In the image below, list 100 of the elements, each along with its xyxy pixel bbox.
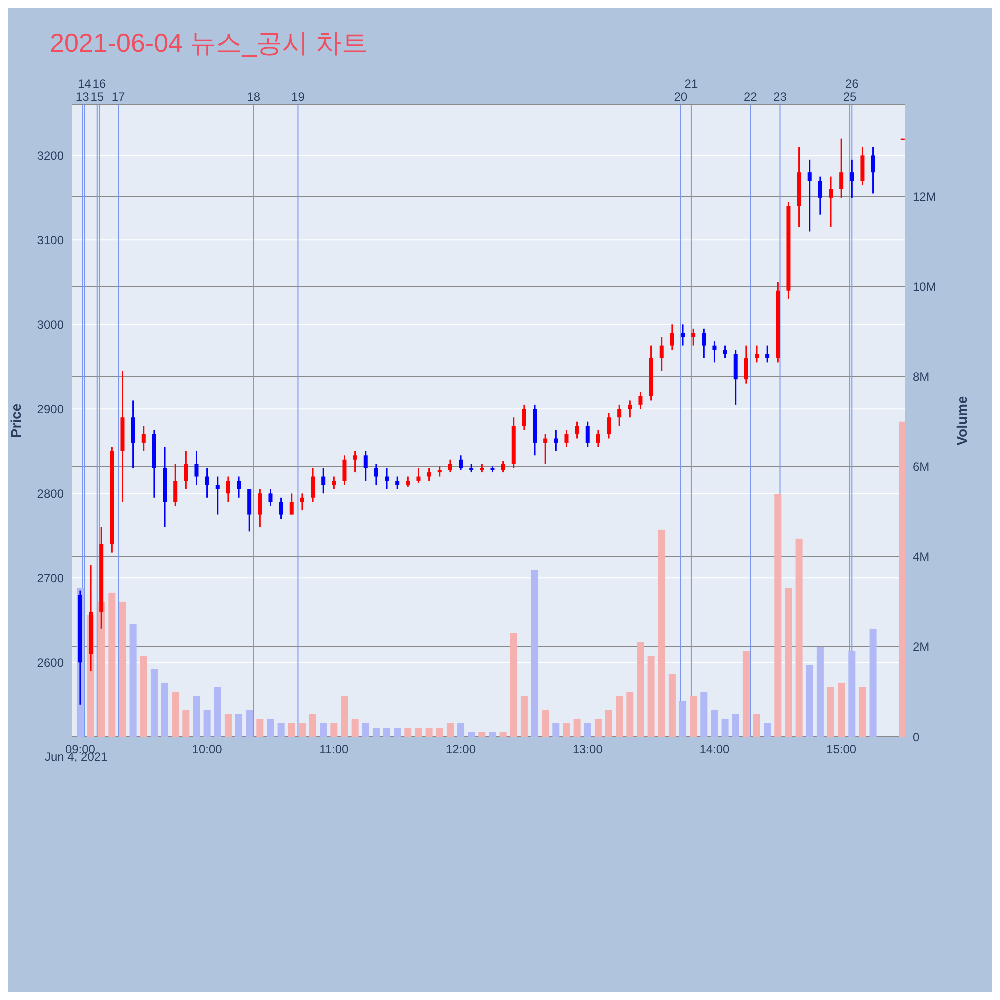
bar <box>870 628 877 737</box>
bar <box>594 718 602 737</box>
candlestick <box>364 450 368 482</box>
y-tick-label: 3100 <box>37 233 64 248</box>
candlestick <box>871 146 876 194</box>
bar <box>278 723 285 737</box>
bar <box>711 710 718 737</box>
bar <box>584 723 592 737</box>
bar <box>372 728 380 737</box>
bar <box>214 687 222 737</box>
candlestick <box>396 476 400 490</box>
candlestick <box>638 392 643 410</box>
candlestick <box>596 430 600 448</box>
bar <box>563 723 570 737</box>
bar <box>246 710 254 737</box>
bar <box>478 732 486 737</box>
y-tick-label: 2700 <box>37 571 64 586</box>
ref-line-label: 14 <box>78 77 92 91</box>
bar <box>236 714 243 737</box>
bar <box>489 732 496 737</box>
candlestick <box>459 454 464 471</box>
bar <box>404 728 412 737</box>
ref-line-label: 18 <box>247 90 261 104</box>
y-tick-label: 2800 <box>37 486 64 501</box>
bar <box>700 692 708 737</box>
candlestick <box>670 324 674 351</box>
y2-tick-label: 2M <box>913 640 930 654</box>
bar <box>108 592 116 737</box>
bar <box>172 692 180 737</box>
candlestick <box>237 476 242 499</box>
ref-line-label: 21 <box>684 77 698 91</box>
candlestick <box>840 138 844 199</box>
ref-line-label: 25 <box>843 90 858 104</box>
y-axis-title: Price <box>8 404 24 438</box>
candlestick <box>850 159 854 199</box>
candlestick <box>501 460 506 474</box>
bar <box>162 682 169 737</box>
candlestick <box>184 450 188 490</box>
y2-tick-label: 8M <box>913 370 930 384</box>
candlestick <box>290 492 294 516</box>
bar <box>256 718 264 737</box>
candlestick <box>702 328 706 360</box>
bar <box>204 710 211 737</box>
y-tick-label: 3200 <box>37 148 64 163</box>
bar <box>732 714 740 737</box>
ref-line-label: 23 <box>774 90 788 104</box>
candlestick <box>692 328 696 347</box>
bar <box>384 728 391 737</box>
bar <box>637 642 644 737</box>
candlestick <box>353 450 358 474</box>
bar <box>754 714 761 737</box>
candlestick <box>427 468 432 482</box>
bar <box>362 723 370 737</box>
y2-tick-label: 4M <box>913 550 930 564</box>
bar <box>352 718 359 737</box>
bar <box>552 723 560 737</box>
bar <box>742 651 750 737</box>
candlestick <box>660 336 664 372</box>
bar <box>859 687 866 737</box>
candlestick <box>723 345 728 360</box>
candlestick <box>618 404 622 427</box>
bar <box>298 723 306 737</box>
bar <box>774 494 782 737</box>
x-tick-label: 14:00 <box>700 742 730 757</box>
x-tick-label: 15:00 <box>826 742 857 757</box>
bar <box>182 710 190 737</box>
bar <box>532 570 539 737</box>
candlestick <box>586 421 590 448</box>
ref-line-label: 13 <box>76 90 90 104</box>
candlestick <box>205 468 210 499</box>
candlestick <box>544 434 548 465</box>
candlestick <box>448 459 452 474</box>
candlestick <box>268 488 273 508</box>
bar <box>426 728 433 737</box>
bar <box>606 710 613 737</box>
ref-line-label: 19 <box>292 90 306 104</box>
bar <box>848 651 856 737</box>
candlestick <box>311 468 316 503</box>
bar <box>785 588 792 737</box>
candlestick <box>194 450 199 486</box>
candlestick <box>322 468 326 494</box>
bar <box>828 687 835 737</box>
candlestick <box>142 425 146 452</box>
bar <box>796 538 803 737</box>
candlestick <box>681 324 686 347</box>
candlestick <box>554 430 558 452</box>
y2-tick-label: 6M <box>913 460 930 474</box>
candlestick <box>416 468 421 484</box>
bar <box>510 633 518 737</box>
ref-line-label: 15 <box>90 90 104 104</box>
bar <box>436 728 444 737</box>
chart-title: 2021-06-04 뉴스_공시 차트 <box>50 27 368 60</box>
candlestick <box>226 476 230 503</box>
ref-line-label: 16 <box>92 77 106 91</box>
ref-line-label: 22 <box>744 90 758 104</box>
y2-tick-label: 0 <box>913 730 920 744</box>
candlestick <box>628 400 632 418</box>
candlestick <box>755 345 760 364</box>
x-tick-label: 10:00 <box>192 742 223 757</box>
bar <box>341 696 348 737</box>
